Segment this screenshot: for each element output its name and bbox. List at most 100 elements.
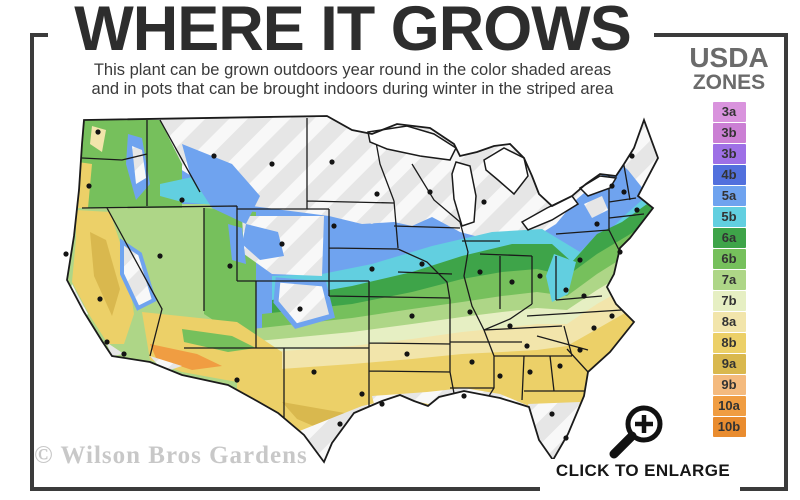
- city-dot: [537, 273, 543, 279]
- magnifier-handle: [609, 431, 637, 459]
- zone-label: 3b: [721, 125, 737, 140]
- zone-swatch: 5b: [712, 207, 746, 227]
- city-dot: [591, 325, 597, 331]
- city-dot: [337, 421, 343, 427]
- city-dot: [634, 207, 640, 213]
- city-dot: [331, 223, 337, 229]
- city-dot: [234, 377, 240, 383]
- mtn-blue-yellowstone: [242, 224, 284, 260]
- city-dot: [563, 287, 569, 293]
- lake-huron: [483, 147, 529, 196]
- zone-label: 9a: [721, 356, 737, 371]
- city-dot: [419, 261, 425, 267]
- zone-label: 7b: [721, 293, 737, 308]
- city-dot: [86, 183, 92, 189]
- west-arizona-orange: [150, 344, 222, 370]
- city-dot: [497, 373, 503, 379]
- city-dot: [524, 343, 530, 349]
- zone-swatch: 3b: [712, 144, 746, 164]
- zone-swatch: 3b: [712, 123, 746, 143]
- legend-swatch-column: 3a 3b 3b 4b 5a 5b 6a 6b 7a 7b 8a 8b 9a 9…: [686, 102, 772, 437]
- west-arizona-green: [182, 329, 256, 352]
- lake-michigan: [451, 161, 477, 227]
- city-dot: [179, 197, 185, 203]
- legend-title-zones: ZONES: [692, 71, 766, 94]
- striped-south-florida: [528, 402, 580, 460]
- city-dot: [577, 257, 583, 263]
- city-dot: [269, 161, 275, 167]
- mtn-sierra-striped: [120, 238, 157, 311]
- city-dot: [409, 313, 415, 319]
- city-dot: [121, 351, 127, 357]
- magnifier-zoom-icon[interactable]: [600, 402, 676, 462]
- city-dot: [369, 266, 375, 272]
- zone-label: 10a: [718, 398, 740, 413]
- west-sw-gold-belt: [142, 312, 282, 394]
- lake-erie: [520, 195, 580, 231]
- zone-swatch: 5a: [712, 186, 746, 206]
- us-outline: [66, 115, 659, 464]
- watermark: © Wilson Bros Gardens: [34, 442, 308, 469]
- zone-swatch: 8a: [712, 312, 746, 332]
- city-dot: [63, 251, 69, 257]
- zone-label: 10b: [717, 419, 741, 434]
- city-dot: [509, 279, 515, 285]
- city-dot: [359, 391, 365, 397]
- zone-swatch: 10b: [712, 417, 746, 437]
- state-borders: [81, 118, 645, 426]
- zone-fills: [67, 116, 658, 462]
- city-dot: [211, 153, 217, 159]
- city-dot: [481, 199, 487, 205]
- city-dot: [227, 263, 233, 269]
- zone-label: 4b: [721, 167, 737, 182]
- west-puget-spot: [90, 126, 106, 152]
- city-dot: [467, 309, 473, 315]
- zone-swatch: 4b: [712, 165, 746, 185]
- zone-label: 6a: [721, 230, 737, 245]
- zone-swatch: 9b: [712, 375, 746, 395]
- lake-ontario: [578, 175, 618, 197]
- city-dot: [527, 369, 533, 375]
- city-dot: [427, 189, 433, 195]
- mtn-blue-montana: [182, 144, 260, 224]
- city-dot: [557, 363, 563, 369]
- city-dot: [95, 129, 101, 135]
- city-dot: [311, 369, 317, 375]
- zone-swatch: 3a: [712, 102, 746, 122]
- city-dot: [461, 393, 467, 399]
- zone-swatch: 7a: [712, 270, 746, 290]
- zone-swatch: 7b: [712, 291, 746, 311]
- lake-superior: [367, 125, 457, 161]
- city-dot: [594, 221, 600, 227]
- zone-swatch: 6b: [712, 249, 746, 269]
- city-dot: [469, 359, 475, 365]
- us-zones-map[interactable]: [32, 104, 662, 484]
- zone-swatch: 10a: [712, 396, 746, 416]
- usda-zones-legend: USDA ZONES 3a 3b 3b 4b 5a 5b 6a 6b 7a 7b…: [686, 44, 772, 438]
- city-dot: [404, 351, 410, 357]
- page-title: WHERE IT GROWS: [74, 0, 631, 64]
- city-dot: [577, 347, 583, 353]
- striped-adirondacks: [584, 196, 608, 218]
- city-dot: [374, 191, 380, 197]
- city-dot: [97, 296, 103, 302]
- page-subtitle: This plant can be grown outdoors year ro…: [5, 61, 700, 99]
- great-lakes: [367, 125, 618, 231]
- city-dot: [297, 306, 303, 312]
- city-dot: [507, 323, 513, 329]
- click-to-enlarge-button[interactable]: CLICK TO ENLARGE: [538, 459, 748, 483]
- zone-label: 8a: [721, 314, 737, 329]
- zone-label: 3a: [721, 104, 737, 119]
- zone-label: 9b: [721, 377, 737, 392]
- city-dot: [104, 339, 110, 345]
- zone-swatch: 8b: [712, 333, 746, 353]
- zone-label: 7a: [721, 272, 737, 287]
- zone-label: 6b: [721, 251, 737, 266]
- city-dot: [621, 189, 627, 195]
- city-dot: [279, 241, 285, 247]
- frame-gap-top: [48, 28, 654, 42]
- city-dot: [157, 253, 163, 259]
- city-dot: [563, 435, 569, 441]
- mtn-colorado-striped: [273, 277, 336, 329]
